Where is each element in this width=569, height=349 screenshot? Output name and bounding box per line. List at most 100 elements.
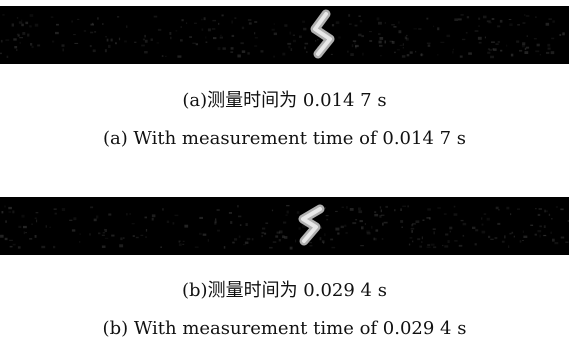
noise-speck bbox=[426, 42, 431, 44]
noise-speck bbox=[442, 244, 444, 247]
noise-speck bbox=[247, 52, 250, 55]
noise-speck bbox=[490, 238, 494, 240]
noise-speck bbox=[433, 25, 435, 28]
noise-speck bbox=[135, 236, 139, 239]
noise-speck bbox=[90, 23, 94, 26]
noise-speck bbox=[25, 232, 27, 234]
noise-speck bbox=[508, 245, 510, 248]
noise-speck bbox=[22, 32, 26, 34]
caption-a-english: (a) With measurement time of 0.014 7 s bbox=[102, 128, 467, 149]
noise-speck bbox=[475, 229, 479, 232]
noise-speck bbox=[254, 21, 258, 23]
noise-speck bbox=[400, 208, 402, 211]
noise-speck bbox=[90, 31, 94, 34]
noise-speck bbox=[286, 205, 290, 207]
noise-speck bbox=[437, 27, 440, 31]
noise-speck bbox=[132, 235, 135, 237]
noise-speck bbox=[16, 33, 20, 35]
noise-speck bbox=[14, 46, 18, 49]
noise-speck bbox=[245, 223, 248, 226]
noise-speck bbox=[362, 52, 364, 56]
noise-speck bbox=[21, 214, 25, 218]
noise-speck bbox=[477, 36, 482, 40]
noise-speck bbox=[393, 26, 397, 28]
noise-speck bbox=[71, 229, 76, 232]
noise-speck bbox=[217, 229, 220, 232]
noise-speck bbox=[144, 34, 146, 38]
noise-speck bbox=[319, 237, 322, 241]
noise-speck bbox=[429, 217, 431, 220]
noise-speck bbox=[486, 20, 491, 23]
noise-speck bbox=[552, 238, 555, 242]
noise-speck bbox=[279, 230, 283, 234]
noise-speck bbox=[231, 20, 233, 24]
noise-speck bbox=[537, 230, 542, 233]
noise-speck bbox=[12, 210, 15, 214]
noise-speck bbox=[199, 232, 202, 235]
noise-speck bbox=[129, 213, 131, 215]
noise-speck bbox=[427, 208, 431, 211]
noise-speck bbox=[522, 42, 526, 46]
noise-speck bbox=[238, 235, 241, 238]
caption-b-english: (b) With measurement time of 0.029 4 s bbox=[102, 318, 467, 339]
noise-speck bbox=[330, 53, 333, 55]
noise-speck bbox=[172, 222, 175, 225]
noise-speck bbox=[19, 37, 23, 39]
noise-speck bbox=[284, 24, 288, 27]
noise-speck bbox=[303, 27, 307, 31]
noise-speck bbox=[462, 222, 467, 226]
noise-speck bbox=[182, 240, 185, 242]
noise-speck bbox=[178, 243, 182, 247]
noise-speck bbox=[246, 237, 251, 241]
noise-speck bbox=[219, 36, 223, 39]
noise-speck bbox=[298, 227, 301, 230]
noise-speck bbox=[296, 211, 300, 214]
noise-speck bbox=[21, 19, 23, 21]
noise-speck bbox=[352, 222, 357, 225]
noise-speck bbox=[265, 222, 269, 224]
noise-speck bbox=[544, 209, 546, 213]
noise-speck bbox=[25, 21, 29, 25]
noise-speck bbox=[535, 16, 537, 18]
noise-speck bbox=[375, 229, 379, 232]
noise-speck bbox=[182, 243, 185, 245]
noise-speck bbox=[495, 206, 499, 210]
noise-speck bbox=[481, 217, 483, 220]
noise-speck bbox=[546, 51, 550, 54]
noise-speck bbox=[380, 209, 382, 213]
noise-speck bbox=[545, 22, 550, 26]
noise-speck bbox=[73, 34, 76, 36]
noise-speck bbox=[543, 225, 546, 228]
noise-speck bbox=[104, 228, 106, 231]
noise-speck bbox=[180, 39, 183, 42]
noise-speck bbox=[409, 237, 413, 239]
noise-speck bbox=[402, 47, 404, 49]
noise-speck bbox=[304, 42, 309, 45]
noise-speck bbox=[391, 41, 395, 44]
noise-speck bbox=[180, 26, 182, 28]
noise-speck bbox=[493, 48, 497, 51]
noise-speck bbox=[261, 235, 263, 238]
noise-speck bbox=[401, 226, 403, 228]
noise-speck bbox=[324, 233, 326, 237]
noise-speck bbox=[454, 18, 458, 21]
noise-speck bbox=[337, 232, 340, 235]
noise-speck bbox=[151, 214, 156, 218]
noise-speck bbox=[273, 23, 275, 25]
noise-speck bbox=[178, 240, 181, 242]
noise-speck bbox=[36, 219, 38, 223]
noise-speck bbox=[90, 206, 94, 209]
noise-speck bbox=[535, 50, 540, 53]
noise-speck bbox=[468, 52, 472, 55]
noise-speck bbox=[380, 214, 385, 216]
noise-speck bbox=[406, 34, 408, 37]
noise-speck bbox=[348, 14, 351, 17]
noise-speck bbox=[478, 17, 481, 20]
noise-speck bbox=[324, 207, 326, 209]
noise-speck bbox=[349, 23, 352, 25]
noise-speck bbox=[54, 212, 57, 215]
noise-speck bbox=[355, 45, 357, 49]
noise-speck bbox=[271, 209, 274, 212]
noise-speck bbox=[276, 231, 280, 234]
noise-speck bbox=[120, 237, 123, 241]
